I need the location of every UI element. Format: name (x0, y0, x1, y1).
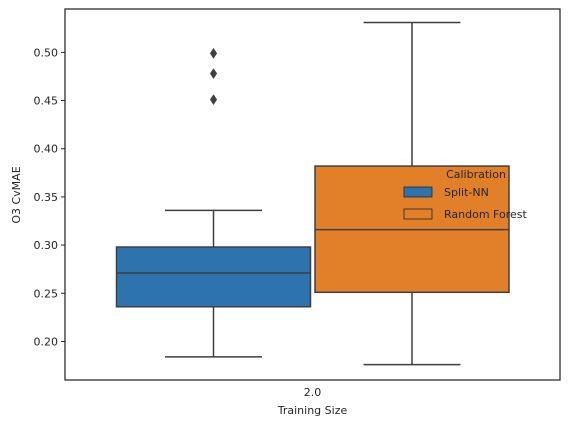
legend-title: Calibration (446, 168, 506, 181)
y-tick-label: 0.25 (34, 287, 59, 300)
x-tick-label: 2.0 (304, 386, 322, 399)
y-axis-label: O3 CvMAE (10, 166, 23, 223)
y-tick-label: 0.45 (34, 95, 59, 108)
legend-swatch-random-forest (403, 208, 433, 220)
y-tick-label: 0.30 (34, 239, 59, 252)
outlier-point-split-nn (209, 47, 218, 59)
y-tick-label: 0.50 (34, 46, 59, 59)
y-tick-label: 0.35 (34, 191, 59, 204)
legend-label-split-nn: Split-NN (444, 186, 489, 199)
y-axis-ticks: 0.20 0.25 0.30 0.35 0.40 0.45 0.50 (34, 46, 65, 348)
y-tick-label: 0.20 (34, 335, 59, 348)
outlier-point-split-nn (209, 94, 218, 106)
legend: Calibration Split-NN Random Forest (403, 168, 527, 221)
plot-frame (64, 8, 561, 381)
box-plot-series (115, 21, 510, 366)
outlier-point-split-nn (209, 68, 218, 80)
legend-label-random-forest: Random Forest (444, 208, 527, 221)
y-tick-label: 0.40 (34, 143, 59, 156)
box-split-nn (115, 246, 312, 308)
x-axis-label: Training Size (277, 404, 348, 417)
legend-swatch-split-nn (403, 186, 433, 198)
